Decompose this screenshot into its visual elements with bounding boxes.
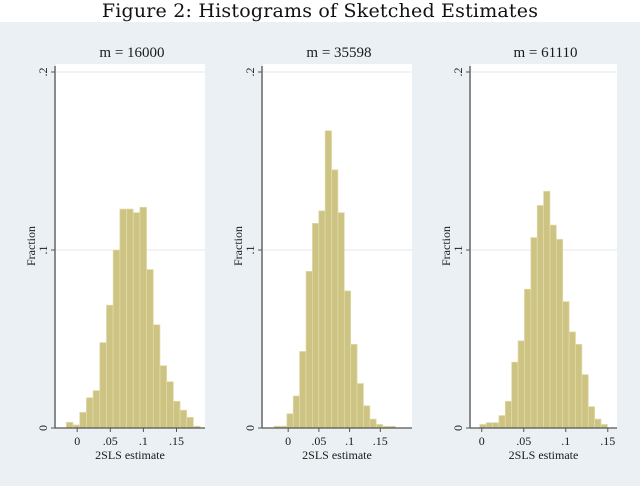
histogram-bar [581, 374, 589, 429]
x-axis-title: 2SLS estimate [95, 448, 165, 462]
histogram-bar [159, 365, 168, 429]
histogram-bar [524, 288, 532, 429]
histogram-bar [369, 418, 377, 429]
x-tick-label: .15 [373, 434, 388, 448]
x-tick-label: .15 [600, 434, 615, 448]
histogram-bar [166, 381, 174, 429]
histogram-bar [543, 190, 551, 429]
x-tick-label: .1 [345, 434, 354, 448]
histogram-bar [179, 409, 188, 429]
histogram-bar [337, 212, 345, 429]
histogram-bar [65, 421, 74, 429]
histogram-bar [568, 331, 576, 429]
y-tick-label: 0 [451, 425, 465, 431]
histogram-bar [492, 422, 500, 429]
x-tick-label: 0 [479, 434, 485, 448]
x-axis-title: 2SLS estimate [509, 448, 579, 462]
histogram-bar [112, 249, 121, 429]
x-axis-title: 2SLS estimate [302, 448, 372, 462]
y-tick-label: .2 [243, 68, 257, 77]
histogram-bar [575, 343, 583, 429]
histogram-bar [504, 400, 513, 429]
y-tick-label: .2 [36, 68, 50, 77]
histogram-bar [363, 405, 371, 429]
histogram-bar [299, 351, 307, 429]
y-tick-label: .1 [451, 246, 465, 255]
histogram-bar [343, 290, 352, 429]
histogram-bar [562, 301, 570, 429]
histogram-bar [511, 361, 519, 429]
y-axis-title: Fraction [439, 226, 453, 266]
panel-title: m = 61110 [513, 45, 577, 61]
histogram-bar [331, 169, 339, 429]
x-tick-label: .05 [311, 434, 326, 448]
y-axis-title: Fraction [231, 226, 245, 266]
histogram-bar [119, 208, 127, 429]
x-tick-label: .05 [516, 434, 531, 448]
histogram-panel-m61110: 0 .1 .2 0 .05 .1 .15 2SLS estimate Fraction m = 6… [439, 45, 617, 462]
histogram-bar [485, 422, 493, 429]
histogram-bar [549, 224, 557, 429]
histogram-panel-m16000: 0 .1 .2 0 .05 .1 .15 2SLS estimate Fraction m = 1… [24, 45, 205, 462]
y-tick-label: .2 [451, 68, 465, 77]
histogram-bar [292, 395, 300, 429]
x-tick-label: .1 [139, 434, 148, 448]
y-tick-label: .1 [243, 246, 257, 255]
x-tick-label: 0 [285, 434, 291, 448]
histogram-bar [356, 383, 364, 429]
y-tick-label: 0 [36, 425, 50, 431]
x-tick-label: 0 [74, 434, 80, 448]
histogram-bar [350, 343, 358, 429]
histogram-bar [286, 413, 294, 429]
figure-title: Figure 2: Histograms of Sketched Estimat… [101, 0, 539, 22]
histogram-bar [152, 324, 161, 429]
histogram-bar [99, 342, 107, 429]
histogram-bar [106, 304, 114, 429]
y-tick-label: .1 [36, 246, 50, 255]
histogram-bar [517, 340, 525, 429]
histogram-bar [172, 400, 181, 429]
y-axis-title: Fraction [24, 226, 38, 266]
histogram-bar [132, 212, 141, 429]
histogram-bar [79, 411, 87, 429]
histogram-bar [146, 269, 154, 429]
x-tick-label: .15 [169, 434, 184, 448]
histogram-bar [305, 271, 313, 429]
histogram-bar [86, 397, 94, 429]
histogram-bar [92, 390, 101, 429]
histogram-bar [587, 406, 596, 429]
x-tick-label: .05 [103, 434, 118, 448]
y-tick-label: 0 [243, 425, 257, 431]
histogram-bar [530, 237, 538, 429]
histogram-bar [139, 206, 147, 429]
panel-title: m = 35598 [306, 45, 371, 61]
histogram-bar [126, 208, 134, 429]
histogram-bar [318, 210, 326, 429]
histogram-bar [555, 238, 564, 429]
histogram-bar [312, 222, 320, 429]
histogram-bar [594, 418, 602, 429]
x-tick-label: .1 [561, 434, 570, 448]
histogram-bar [498, 415, 506, 429]
histogram-bar [536, 205, 544, 429]
histogram-bar [186, 416, 194, 429]
panel-title: m = 16000 [99, 45, 164, 61]
histogram-bar [324, 130, 332, 429]
